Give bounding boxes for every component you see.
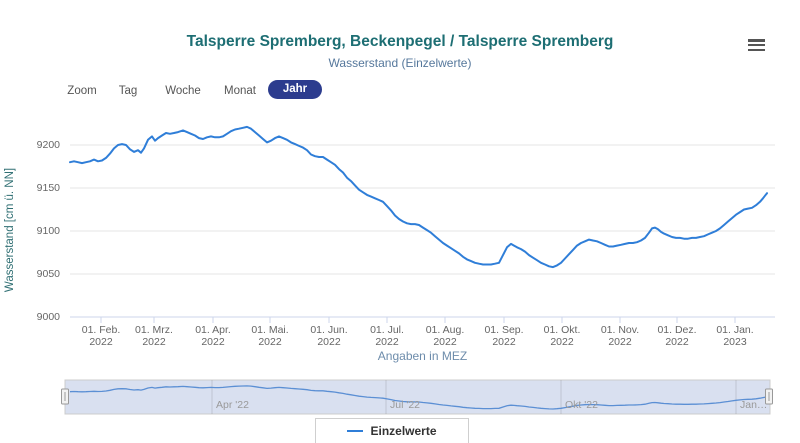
range-button-zoom[interactable]: Zoom [67, 85, 97, 97]
x-tick-label: 01. Sep. 2022 [484, 324, 524, 348]
navigator-label: Jul '22 [390, 399, 421, 411]
range-button-jahr[interactable]: Jahr [268, 80, 322, 99]
x-tick-label: 01. Apr. 2022 [195, 324, 231, 348]
x-tick-label: 01. Feb. 2022 [81, 324, 121, 348]
y-tick-label-9100: 9100 [36, 225, 60, 237]
y-tick-label-9000: 9000 [36, 311, 60, 323]
x-tick-label: 01. Jul. 2022 [370, 324, 404, 348]
y-tick-label-9200: 9200 [36, 139, 60, 151]
y-tick-label-9050: 9050 [36, 268, 60, 280]
legend-item-einzelwerte[interactable]: Einzelwerte [315, 418, 469, 443]
legend-label: Einzelwerte [370, 424, 437, 438]
legend-line-swatch-icon [347, 430, 364, 432]
x-tick-label: 01. Mrz. 2022 [135, 324, 173, 348]
x-tick-label: 01. Jun. 2022 [310, 324, 348, 348]
x-tick-label: 01. Aug. 2022 [425, 324, 465, 348]
navigator-label: Apr '22 [216, 399, 249, 411]
x-axis-title: Angaben in MEZ [377, 349, 468, 363]
navigator-label: Jan… [740, 399, 768, 411]
chart-subtitle: Wasserstand (Einzelwerte) [328, 56, 472, 70]
x-tick-label: 01. Jan. 2023 [716, 324, 754, 348]
x-tick-label: 01. Mai. 2022 [251, 324, 289, 348]
navigator-label: Okt '22 [565, 399, 598, 411]
range-button-monat[interactable]: Monat [224, 85, 256, 97]
x-tick-label: 01. Dez. 2022 [657, 324, 697, 348]
series-line-einzelwerte [69, 125, 768, 269]
page-title: Talsperre Spremberg, Beckenpegel / Talsp… [186, 33, 614, 50]
range-button-tag[interactable]: Tag [118, 85, 138, 97]
x-tick-label: 01. Nov. 2022 [600, 324, 640, 348]
range-button-woche[interactable]: Woche [165, 85, 201, 97]
y-tick-label-9150: 9150 [36, 182, 60, 194]
x-tick-label: 01. Okt. 2022 [543, 324, 581, 348]
context-menu-hamburger-icon[interactable] [748, 39, 765, 52]
navigator-series-line [69, 385, 768, 410]
